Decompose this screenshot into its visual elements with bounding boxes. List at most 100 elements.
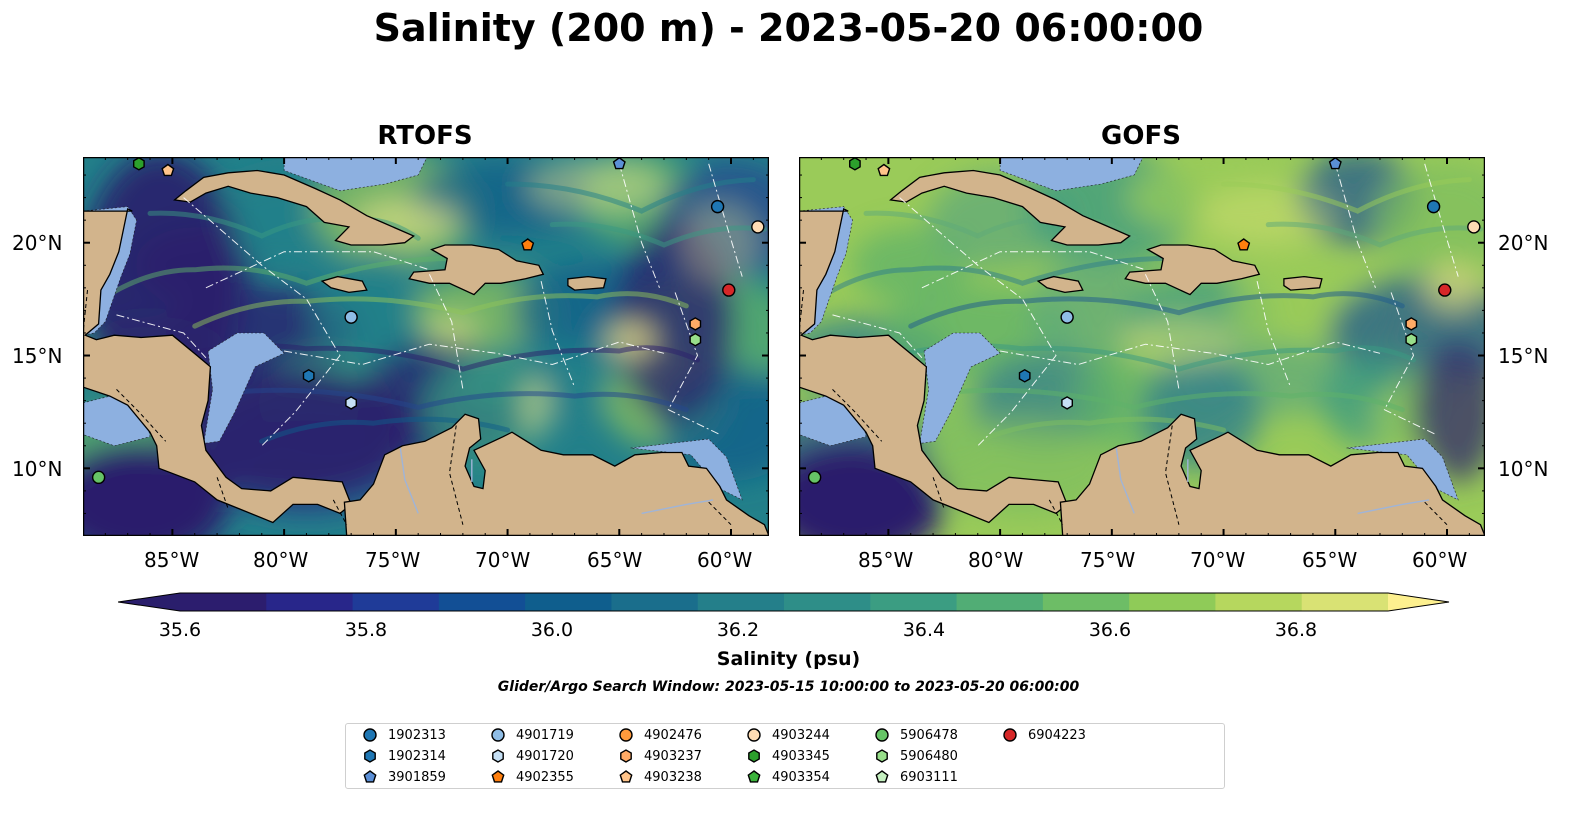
cuba-land — [173, 169, 415, 246]
legend-marker — [364, 749, 376, 763]
legend-symbol-hexagon — [620, 749, 632, 763]
float-legend: 1902313 1902314 3901859 4901719 4901720 49023… — [345, 723, 1225, 789]
legend-label: 4902355 — [516, 769, 574, 785]
south-america-land — [343, 413, 769, 536]
float-marker-4903238 — [877, 163, 891, 177]
legend-label: 4903237 — [644, 748, 702, 764]
legend-symbol-circle — [875, 728, 889, 742]
legend-marker — [747, 728, 761, 742]
lon-tick-label: 70°W — [1190, 548, 1246, 572]
legend-symbol-pentagon — [875, 770, 889, 783]
legend-item-4903354: 4903354 — [746, 769, 830, 785]
legend-item-5906480: 5906480 — [874, 748, 958, 764]
legend-label: 4902476 — [644, 727, 702, 743]
legend-marker — [875, 728, 889, 742]
float-marker-1902313 — [1426, 199, 1441, 214]
legend-symbol-hexagon — [492, 749, 504, 763]
lon-tick-label: 70°W — [475, 548, 531, 572]
legend-symbol-circle — [747, 728, 761, 742]
rivers — [1115, 447, 1430, 515]
colorbar-tick-label: 36.0 — [530, 619, 574, 641]
float-marker-4903244 — [1467, 220, 1481, 234]
colorbar-segment — [180, 593, 267, 611]
venezuela-shelf — [1346, 438, 1459, 501]
legend-item-4902476: 4902476 — [618, 727, 702, 743]
eddy-streak — [1221, 177, 1472, 214]
colorbar-tick-label: 35.6 — [158, 619, 202, 641]
eddy-streak — [549, 221, 767, 248]
float-marker-4901719 — [344, 310, 358, 324]
eddy-streak — [952, 387, 1405, 413]
legend-label: 4903345 — [772, 748, 830, 764]
colorbar-label: Salinity (psu) — [716, 648, 861, 670]
float-marker-6904223 — [722, 283, 736, 297]
float-marker-4901720 — [345, 396, 357, 410]
float-marker-1902314 — [302, 368, 315, 383]
eddy-streak — [236, 387, 689, 413]
colorbar-segment — [1215, 593, 1303, 611]
legend-marker — [620, 749, 632, 763]
colorbar-segment — [1042, 593, 1130, 611]
legend-item-4903237: 4903237 — [618, 748, 702, 764]
legend-label: 1902314 — [388, 748, 446, 764]
legend-item-5906478: 5906478 — [874, 727, 958, 743]
eddy-streak — [505, 177, 756, 214]
legend-symbol-pentagon — [491, 770, 505, 783]
south-america-land — [1059, 413, 1485, 536]
legend-label: 4903238 — [644, 769, 702, 785]
float-marker-4903238 — [161, 163, 175, 177]
colorbar-tick-label: 36.8 — [1274, 619, 1318, 641]
jamaica-land — [1036, 275, 1084, 294]
salinity-map-gofs — [798, 156, 1493, 537]
eddy-streak — [818, 255, 1182, 300]
float-marker-5906478 — [91, 470, 106, 485]
colorbar-outline — [117, 592, 1450, 612]
nicaragua-shelf — [203, 332, 285, 444]
colorbar-segment — [352, 593, 440, 611]
central-america-land — [799, 207, 1068, 524]
legend-symbol-pentagon — [363, 770, 377, 783]
panel-title-rtofs: RTOFS — [377, 121, 473, 151]
legend-marker — [492, 749, 504, 763]
legend-item-4903345: 4903345 — [746, 748, 830, 764]
colorbar-segment — [266, 593, 354, 611]
legend-item-4901720: 4901720 — [490, 748, 574, 764]
legend-marker — [1003, 728, 1017, 742]
legend-marker — [875, 770, 889, 783]
legend-label: 6903111 — [900, 769, 958, 785]
map-frame — [798, 156, 1486, 537]
legend-symbol-pentagon — [619, 770, 633, 783]
colorbar-extend-low — [118, 593, 180, 611]
legend-label: 1902313 — [388, 727, 446, 743]
legend-item-4901719: 4901719 — [490, 727, 574, 743]
colorbar-segment — [611, 593, 699, 611]
float-marker-4901720 — [1061, 396, 1073, 410]
bahamas-shelf — [283, 157, 428, 192]
float-marker-1902313 — [710, 199, 725, 214]
lon-tick-label: 60°W — [697, 548, 753, 572]
eez-boundaries — [116, 163, 743, 447]
legend-marker — [363, 770, 377, 783]
legend-symbol-hexagon — [364, 749, 376, 763]
colorbar-segment — [438, 593, 526, 611]
legend-item-1902313: 1902313 — [362, 727, 446, 743]
lat-tick-label: 15°N — [1498, 344, 1549, 368]
legend-item-4903244: 4903244 — [746, 727, 830, 743]
float-marker-5906480 — [689, 332, 702, 347]
puerto-rico-land — [1283, 275, 1323, 291]
map-panel-rtofs — [82, 156, 777, 537]
legend-symbol-circle — [1003, 728, 1017, 742]
float-marker-3901859 — [612, 156, 626, 170]
nicaragua-shelf — [919, 332, 1001, 444]
lon-tick-label: 75°W — [365, 548, 421, 572]
central-america-land — [83, 207, 352, 524]
lat-tick-label: 10°N — [12, 457, 63, 481]
eddy-streak — [1265, 221, 1483, 248]
legend-item-4903238: 4903238 — [618, 769, 702, 785]
colorbar — [117, 592, 1450, 612]
colorbar-scale — [117, 592, 1450, 612]
eddy-streak — [908, 291, 1405, 329]
lon-tick-label: 65°W — [1302, 548, 1358, 572]
float-marker-4902355 — [521, 238, 535, 251]
colorbar-segment — [784, 593, 871, 611]
